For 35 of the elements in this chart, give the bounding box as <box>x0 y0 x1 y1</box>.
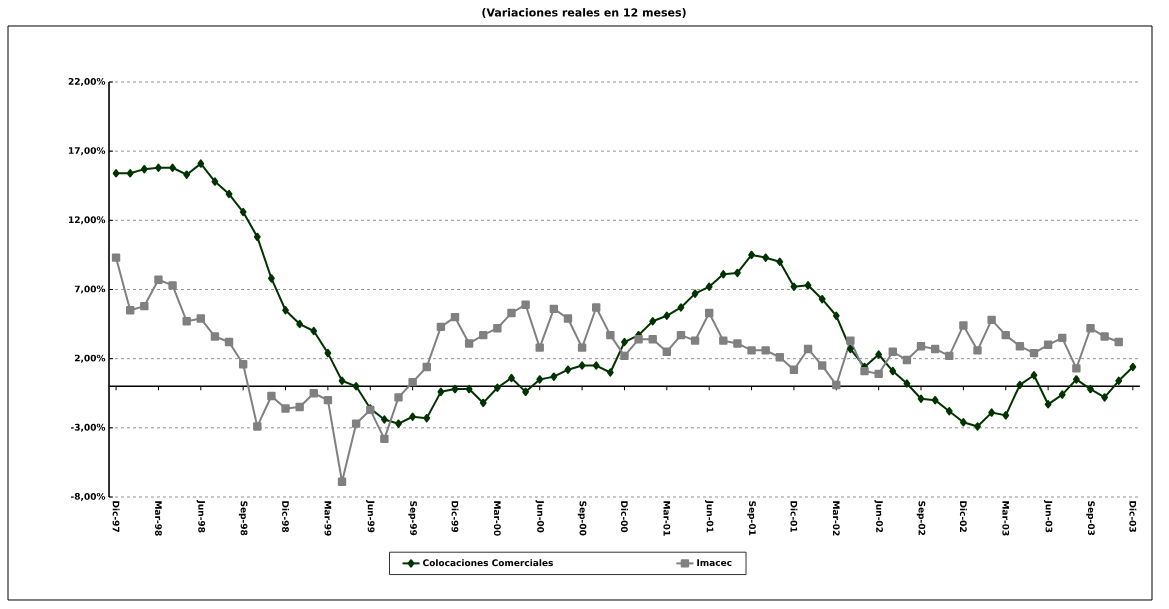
legend-label: Imacec <box>697 559 732 567</box>
chart-title: (Variaciones reales en 12 meses) <box>482 8 686 18</box>
x-tick-label: Sep-99 <box>408 501 417 536</box>
x-tick-label: Sep-98 <box>238 501 248 536</box>
x-tick-label: Dic-03 <box>1129 501 1137 532</box>
x-tick-label: Sep-02 <box>916 501 926 536</box>
y-tick-label: 12,00% <box>69 216 106 225</box>
x-tick-label: Jun-00 <box>535 500 544 533</box>
x-tick-label: Mar-03 <box>1002 501 1010 536</box>
y-tick-label: 22,00% <box>68 78 106 86</box>
x-tick-label: Sep-01 <box>747 501 756 536</box>
x-tick-label: Jun-98 <box>196 500 206 533</box>
x-tick-label: Mar-99 <box>324 501 332 536</box>
y-tick-label: 7,00% <box>74 285 106 294</box>
x-tick-label: Dic-97 <box>112 501 120 532</box>
x-tick-label: Sep-03 <box>1086 501 1095 536</box>
x-tick-label: Jun-03 <box>1043 500 1053 533</box>
y-tick-label: 17,00% <box>69 147 106 156</box>
x-tick-label: Dic-98 <box>282 501 290 533</box>
x-tick-label: Mar-01 <box>663 501 671 536</box>
legend-label: Colocaciones Comerciales <box>423 559 553 567</box>
y-tick-label: -3,00% <box>71 423 106 432</box>
x-tick-label: Mar-00 <box>493 501 501 536</box>
x-tick-label: Mar-02 <box>832 501 840 536</box>
x-tick-label: Dic-02 <box>959 501 967 532</box>
y-tick-label: -8,00% <box>71 493 106 501</box>
x-tick-label: Jun-02 <box>874 500 883 533</box>
x-tick-label: Dic-99 <box>451 501 459 533</box>
x-tick-label: Dic-00 <box>620 501 628 533</box>
x-tick-label: Jun-99 <box>366 500 375 533</box>
x-tick-label: Dic-01 <box>790 501 798 533</box>
y-tick-label: 2,00% <box>74 354 106 363</box>
x-tick-label: Mar-98 <box>155 501 162 536</box>
x-tick-label: Jun-01 <box>704 500 714 533</box>
x-tick-label: Sep-00 <box>577 501 587 536</box>
